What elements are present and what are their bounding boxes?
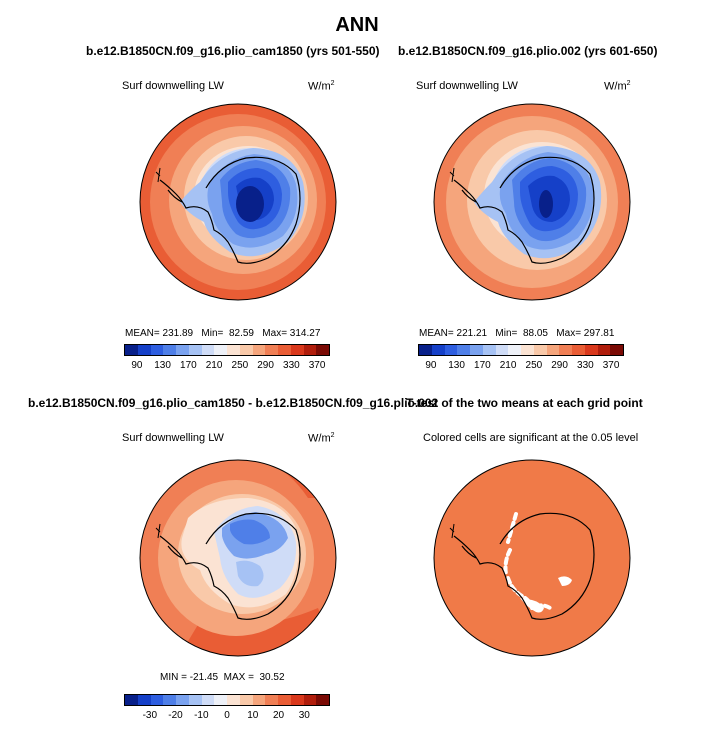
- colorbar-tick: 370: [308, 360, 326, 371]
- figure-title: ANN: [335, 14, 379, 36]
- panel-1-title: b.e12.B1850CN.f09_g16.plio_cam1850 (yrs …: [86, 44, 380, 58]
- colorbar-tick: 20: [272, 710, 285, 721]
- panel-3-colorbar-ticks: -30 -20 -10 0 10 20 30: [124, 710, 330, 722]
- colorbar-tick: 210: [205, 360, 223, 371]
- panel-2-units: W/m2: [604, 80, 631, 93]
- panel-2-variable-label: Surf downwelling LW: [416, 80, 518, 92]
- colorbar-tick: 30: [298, 710, 310, 721]
- colorbar-tick: 250: [231, 360, 249, 371]
- panel-1-colorbar-ticks: 90 130 170 210 250 290 330 370: [124, 360, 330, 372]
- colorbar-tick: 90: [425, 360, 437, 371]
- colorbar-tick: 290: [257, 360, 274, 371]
- colorbar-tick: -20: [168, 710, 183, 721]
- panel-4-polar-map: [433, 459, 631, 657]
- colorbar-tick: 330: [283, 360, 300, 371]
- panel-4-subtitle: Colored cells are significant at the 0.0…: [423, 432, 639, 444]
- panel-2-stats: MEAN= 221.21 Min= 88.05 Max= 297.81: [419, 328, 615, 339]
- panel-1-colorbar: [124, 344, 330, 356]
- colorbar-tick: 330: [577, 360, 594, 371]
- panel-2-colorbar: [418, 344, 624, 356]
- panel-1-polar-map: [139, 103, 337, 301]
- panel-1-stats: MEAN= 231.89 Min= 82.59 Max= 314.27: [125, 328, 321, 339]
- colorbar-tick: 170: [474, 360, 491, 371]
- panel-1-units: W/m2: [308, 80, 335, 93]
- panel-2-colorbar-ticks: 90 130 170 210 250 290 330 370: [418, 360, 624, 372]
- colorbar-tick: 10: [247, 710, 259, 721]
- colorbar-tick: 210: [499, 360, 517, 371]
- panel-4-title: T-test of the two means at each grid poi…: [406, 396, 643, 410]
- panel-3-colorbar: [124, 694, 330, 706]
- panel-3-polar-map: [139, 459, 337, 657]
- colorbar-tick: -30: [142, 710, 158, 721]
- colorbar-tick: -10: [194, 710, 209, 721]
- panel-3-variable-label: Surf downwelling LW: [122, 432, 224, 444]
- panel-3-units: W/m2: [308, 432, 335, 445]
- panel-1-variable-label: Surf downwelling LW: [122, 80, 224, 92]
- panel-2-title: b.e12.B1850CN.f09_g16.plio.002 (yrs 601-…: [398, 44, 658, 58]
- panel-2-polar-map: [433, 103, 631, 301]
- colorbar-tick: 290: [551, 360, 568, 371]
- colorbar-tick: 130: [154, 360, 171, 371]
- colorbar-tick: 250: [525, 360, 543, 371]
- colorbar-tick: 170: [180, 360, 197, 371]
- panel-3-stats: MIN = -21.45 MAX = 30.52: [160, 672, 285, 683]
- colorbar-tick: 90: [131, 360, 143, 371]
- panel-3-title: b.e12.B1850CN.f09_g16.plio_cam1850 - b.e…: [28, 396, 439, 410]
- colorbar-tick: 130: [448, 360, 465, 371]
- colorbar-tick: 0: [224, 710, 230, 721]
- colorbar-tick: 370: [602, 360, 620, 371]
